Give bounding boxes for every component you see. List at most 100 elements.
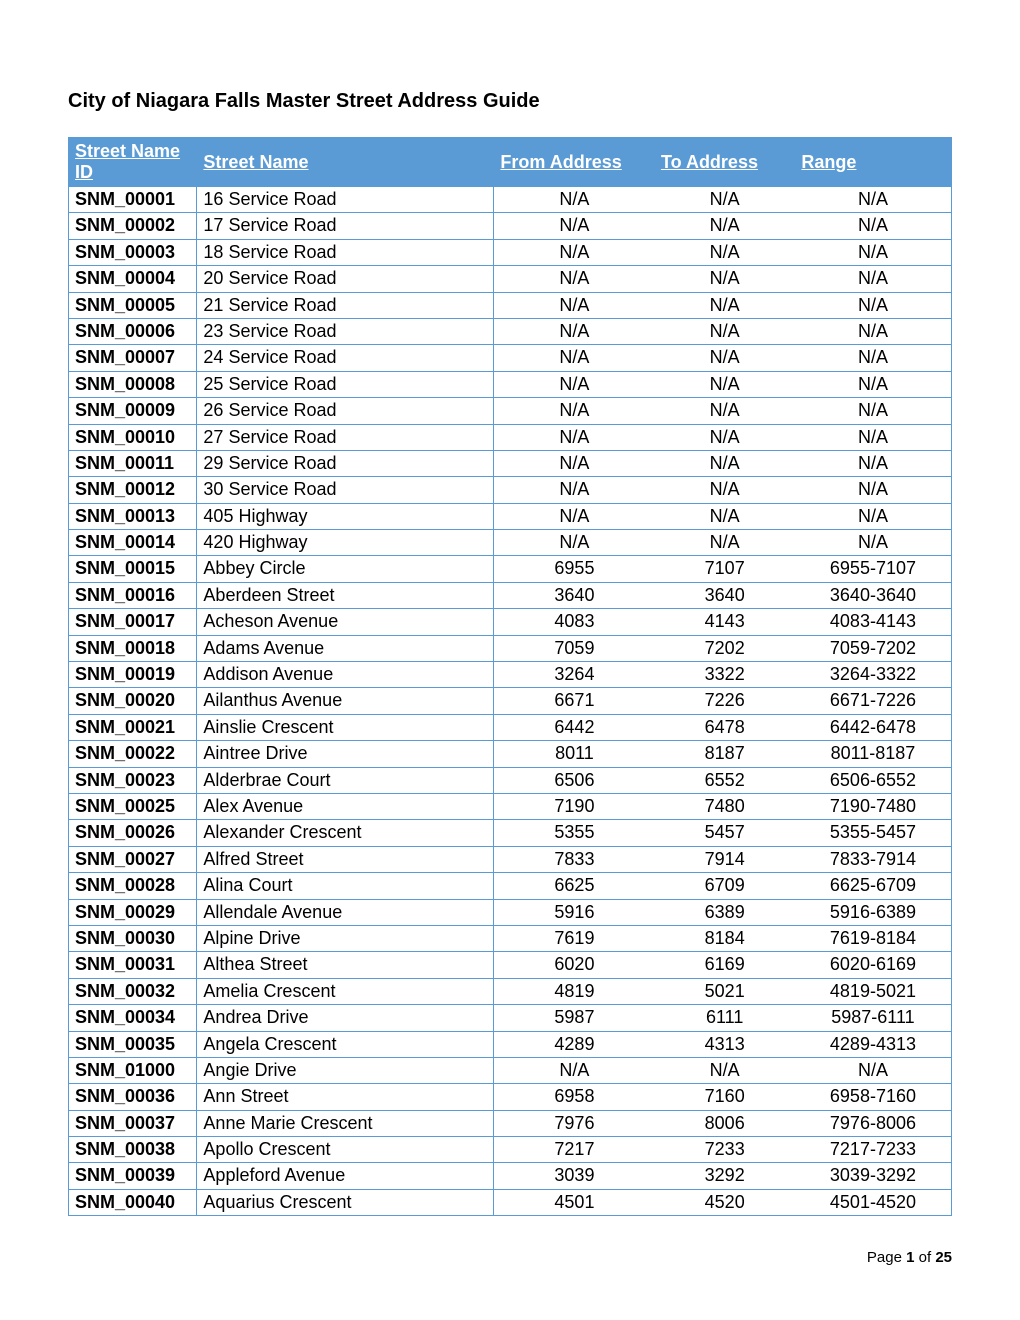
cell-street-id: SNM_00009: [69, 398, 197, 424]
cell-street-id: SNM_00035: [69, 1031, 197, 1057]
table-row: SNM_00032Amelia Crescent481950214819-502…: [69, 978, 952, 1004]
cell-street-id: SNM_00017: [69, 609, 197, 635]
cell-street-id: SNM_00037: [69, 1110, 197, 1136]
col-header-id: Street Name ID: [69, 138, 197, 187]
cell-range: N/A: [795, 239, 952, 265]
cell-to-address: 7160: [654, 1084, 794, 1110]
cell-to-address: N/A: [654, 450, 794, 476]
cell-street-id: SNM_00034: [69, 1005, 197, 1031]
cell-from-address: 5355: [494, 820, 655, 846]
table-row: SNM_00021Ainslie Crescent644264786442-64…: [69, 714, 952, 740]
cell-range: N/A: [795, 398, 952, 424]
cell-range: N/A: [795, 345, 952, 371]
cell-range: 7217-7233: [795, 1137, 952, 1163]
cell-range: 4289-4313: [795, 1031, 952, 1057]
cell-street-id: SNM_00021: [69, 714, 197, 740]
cell-from-address: N/A: [494, 213, 655, 239]
cell-street-name: Addison Avenue: [197, 662, 494, 688]
table-row: SNM_0000926 Service RoadN/AN/AN/A: [69, 398, 952, 424]
cell-street-name: Aquarius Crescent: [197, 1189, 494, 1215]
cell-street-id: SNM_00027: [69, 846, 197, 872]
cell-street-name: Anne Marie Crescent: [197, 1110, 494, 1136]
cell-street-id: SNM_01000: [69, 1057, 197, 1083]
cell-range: 4083-4143: [795, 609, 952, 635]
cell-range: N/A: [795, 477, 952, 503]
cell-street-name: Ailanthus Avenue: [197, 688, 494, 714]
cell-to-address: 8006: [654, 1110, 794, 1136]
cell-street-id: SNM_00026: [69, 820, 197, 846]
cell-street-id: SNM_00019: [69, 662, 197, 688]
cell-from-address: 7619: [494, 925, 655, 951]
cell-street-name: Amelia Crescent: [197, 978, 494, 1004]
cell-street-name: Adams Avenue: [197, 635, 494, 661]
table-row: SNM_00037Anne Marie Crescent797680067976…: [69, 1110, 952, 1136]
cell-from-address: N/A: [494, 187, 655, 213]
cell-from-address: 4289: [494, 1031, 655, 1057]
cell-street-name: 29 Service Road: [197, 450, 494, 476]
table-row: SNM_00022Aintree Drive801181878011-8187: [69, 741, 952, 767]
cell-street-id: SNM_00011: [69, 450, 197, 476]
cell-street-id: SNM_00036: [69, 1084, 197, 1110]
cell-to-address: N/A: [654, 477, 794, 503]
cell-street-id: SNM_00039: [69, 1163, 197, 1189]
cell-from-address: 5916: [494, 899, 655, 925]
table-row: SNM_0000420 Service RoadN/AN/AN/A: [69, 266, 952, 292]
cell-from-address: 6442: [494, 714, 655, 740]
cell-from-address: 4819: [494, 978, 655, 1004]
cell-to-address: 8184: [654, 925, 794, 951]
cell-from-address: N/A: [494, 503, 655, 529]
cell-to-address: 5021: [654, 978, 794, 1004]
cell-from-address: N/A: [494, 1057, 655, 1083]
cell-street-name: Andrea Drive: [197, 1005, 494, 1031]
cell-range: N/A: [795, 1057, 952, 1083]
cell-to-address: N/A: [654, 213, 794, 239]
cell-to-address: N/A: [654, 292, 794, 318]
table-row: SNM_0001129 Service RoadN/AN/AN/A: [69, 450, 952, 476]
cell-street-name: Alfred Street: [197, 846, 494, 872]
table-row: SNM_00026Alexander Crescent535554575355-…: [69, 820, 952, 846]
cell-range: 6671-7226: [795, 688, 952, 714]
cell-street-name: Alderbrae Court: [197, 767, 494, 793]
cell-street-id: SNM_00030: [69, 925, 197, 951]
cell-street-name: Angie Drive: [197, 1057, 494, 1083]
table-row: SNM_00036Ann Street695871606958-7160: [69, 1084, 952, 1110]
cell-range: 3640-3640: [795, 582, 952, 608]
table-row: SNM_0001027 Service RoadN/AN/AN/A: [69, 424, 952, 450]
cell-from-address: N/A: [494, 477, 655, 503]
cell-from-address: 7059: [494, 635, 655, 661]
cell-to-address: 7107: [654, 556, 794, 582]
table-header: Street Name ID Street Name From Address …: [69, 138, 952, 187]
cell-street-name: 20 Service Road: [197, 266, 494, 292]
cell-from-address: N/A: [494, 424, 655, 450]
table-row: SNM_0000825 Service RoadN/AN/AN/A: [69, 371, 952, 397]
cell-street-name: 27 Service Road: [197, 424, 494, 450]
cell-street-id: SNM_00022: [69, 741, 197, 767]
cell-street-name: Alina Court: [197, 873, 494, 899]
table-row: SNM_00015Abbey Circle695571076955-7107: [69, 556, 952, 582]
cell-to-address: 7480: [654, 793, 794, 819]
cell-street-name: Acheson Avenue: [197, 609, 494, 635]
cell-street-name: 17 Service Road: [197, 213, 494, 239]
cell-street-id: SNM_00001: [69, 187, 197, 213]
cell-street-name: 25 Service Road: [197, 371, 494, 397]
cell-to-address: N/A: [654, 424, 794, 450]
table-row: SNM_00023Alderbrae Court650665526506-655…: [69, 767, 952, 793]
cell-range: 5355-5457: [795, 820, 952, 846]
cell-from-address: 8011: [494, 741, 655, 767]
cell-to-address: 4520: [654, 1189, 794, 1215]
cell-from-address: 6506: [494, 767, 655, 793]
table-row: SNM_0000521 Service RoadN/AN/AN/A: [69, 292, 952, 318]
table-row: SNM_00038Apollo Crescent721772337217-723…: [69, 1137, 952, 1163]
cell-street-name: 30 Service Road: [197, 477, 494, 503]
cell-from-address: 7976: [494, 1110, 655, 1136]
cell-to-address: N/A: [654, 345, 794, 371]
cell-street-id: SNM_00025: [69, 793, 197, 819]
cell-street-name: Althea Street: [197, 952, 494, 978]
cell-street-name: Angela Crescent: [197, 1031, 494, 1057]
cell-range: 7976-8006: [795, 1110, 952, 1136]
cell-to-address: N/A: [654, 239, 794, 265]
cell-street-name: Allendale Avenue: [197, 899, 494, 925]
cell-street-name: 420 Highway: [197, 530, 494, 556]
cell-street-id: SNM_00010: [69, 424, 197, 450]
cell-to-address: 6389: [654, 899, 794, 925]
